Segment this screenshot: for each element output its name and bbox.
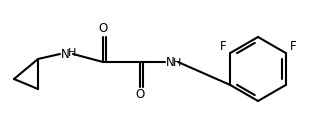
Text: F: F bbox=[220, 39, 227, 52]
Text: N: N bbox=[165, 55, 174, 68]
Text: F: F bbox=[290, 39, 296, 52]
Text: O: O bbox=[98, 22, 108, 35]
Text: N: N bbox=[61, 48, 69, 61]
Text: H: H bbox=[173, 58, 181, 68]
Text: H: H bbox=[68, 48, 76, 58]
Text: O: O bbox=[135, 89, 145, 102]
